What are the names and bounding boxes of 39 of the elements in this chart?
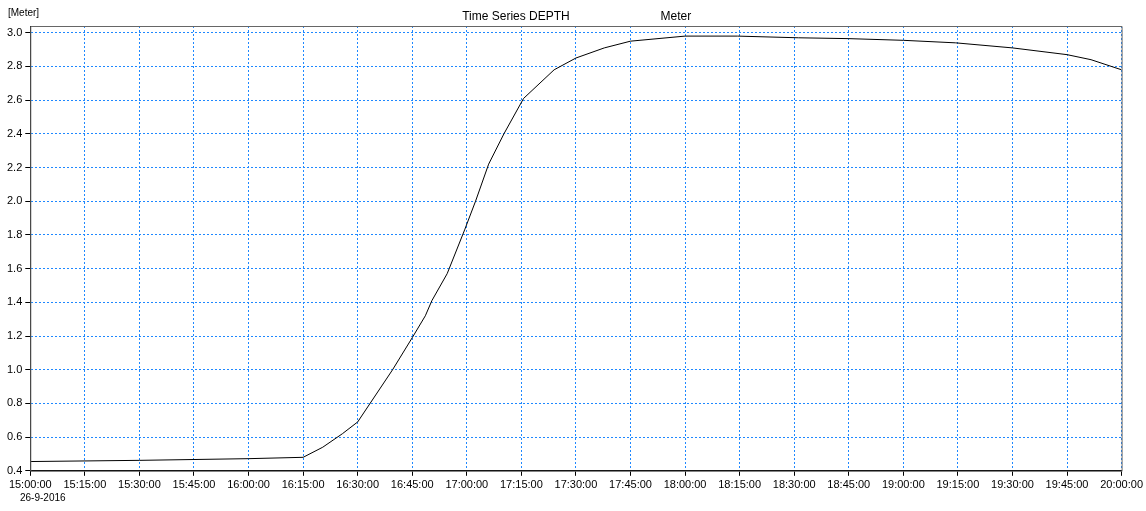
- x-tick-label: 15:45:00: [172, 478, 216, 491]
- x-tick-label: 19:30:00: [991, 478, 1034, 491]
- x-tick-label: 15:00:00: [8, 478, 52, 491]
- x-tick-label: 15:15:00: [63, 478, 107, 491]
- x-tick-label: 19:15:00: [936, 478, 980, 491]
- y-tick-label: 2.8: [6, 59, 23, 72]
- x-tick-label: 16:30:00: [336, 478, 380, 491]
- y-axis-title: [Meter]: [8, 6, 40, 18]
- chart-title: Time Series DEPTH: [462, 9, 570, 24]
- x-tick-label: 17:00:00: [445, 478, 489, 491]
- x-tick-label: 19:00:00: [881, 478, 925, 491]
- y-tick-label: 2.0: [6, 194, 23, 207]
- y-tick-label: 0.6: [6, 430, 23, 443]
- x-tick-label: 17:45:00: [609, 478, 652, 491]
- x-tick-label: 16:15:00: [281, 478, 325, 491]
- x-tick-label: 17:15:00: [499, 478, 543, 491]
- y-tick-label: 2.6: [6, 93, 23, 106]
- x-tick-label: 15:30:00: [118, 478, 161, 491]
- y-tick-label: 0.4: [6, 463, 23, 476]
- x-tick-label: 18:15:00: [718, 478, 762, 491]
- y-tick-label: 1.8: [6, 227, 23, 240]
- y-tick-label: 1.0: [6, 362, 23, 375]
- y-tick-label: 2.4: [6, 126, 23, 139]
- y-tick-label: 2.2: [6, 160, 23, 173]
- y-tick-label: 3.0: [6, 25, 23, 38]
- chart-subtitle: Meter: [660, 9, 692, 24]
- y-tick-label: 1.6: [6, 261, 23, 274]
- text: 26-9-2016: [20, 491, 67, 503]
- x-tick-label: 18:45:00: [827, 478, 871, 491]
- x-tick-label: 18:00:00: [663, 478, 707, 491]
- y-tick-label: 1.2: [6, 329, 23, 342]
- x-tick-label: 17:30:00: [554, 478, 598, 491]
- x-tick-label: 18:30:00: [772, 478, 816, 491]
- x-tick-label: 16:00:00: [227, 478, 270, 491]
- y-tick-label: 1.4: [6, 295, 23, 308]
- y-tick-label: 0.8: [6, 396, 23, 409]
- x-tick-label: 19:45:00: [1045, 478, 1089, 491]
- x-tick-label: 16:45:00: [390, 478, 434, 491]
- x-tick-label: 20:00:00: [1100, 478, 1143, 491]
